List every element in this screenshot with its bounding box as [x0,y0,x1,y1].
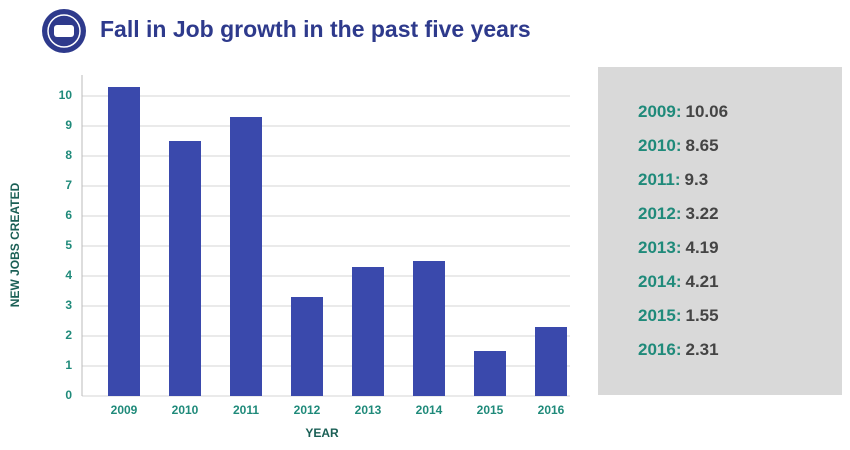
x-tick-label: 2009 [111,403,138,417]
panel-value: 4.19 [685,238,718,257]
panel-entry: 2011: 9.3 [638,170,708,189]
panel-entry: 2014: 4.21 [638,272,719,291]
y-tick-label: 0 [65,388,72,402]
logo [42,9,86,53]
x-tick-label: 2015 [477,403,504,417]
panel-year: 2013: [638,238,681,257]
y-tick-label: 6 [65,208,72,222]
bar [230,117,262,396]
info-panel [598,67,842,395]
panel-entry: 2009: 10.06 [638,102,728,121]
x-tick-label: 2013 [355,403,382,417]
panel-value: 2.31 [685,340,718,359]
y-tick-label: 8 [65,148,72,162]
bar [535,327,567,396]
x-axis-label: YEAR [305,426,339,440]
panel-year: 2015: [638,306,681,325]
panel-year: 2016: [638,340,681,359]
panel-value: 4.21 [685,272,718,291]
bar [474,351,506,396]
x-tick-label: 2011 [233,403,259,417]
x-tick-label: 2014 [416,403,443,417]
y-tick-label: 4 [65,268,72,282]
chart-title: Fall in Job growth in the past five year… [100,16,531,42]
y-tick-label: 5 [65,238,72,252]
bar [169,141,201,396]
x-tick-label: 2016 [538,403,565,417]
panel-value: 10.06 [685,102,728,121]
panel-year: 2012: [638,204,681,223]
panel-entry: 2015: 1.55 [638,306,719,325]
y-tick-label: 3 [65,298,72,312]
bar [413,261,445,396]
bar [108,87,140,396]
panel-year: 2010: [638,136,681,155]
panel-value: 1.55 [685,306,718,325]
y-axis-label: NEW JOBS CREATED [8,182,22,307]
panel-entry: 2016: 2.31 [638,340,719,359]
panel-entry: 2012: 3.22 [638,204,719,223]
panel-value: 8.65 [685,136,718,155]
panel-value: 9.3 [685,170,709,189]
panel-entry: 2013: 4.19 [638,238,719,257]
x-tick-label: 2012 [294,403,321,417]
y-tick-label: 1 [65,358,72,372]
panel-value: 3.22 [685,204,718,223]
y-tick-label: 10 [59,88,73,102]
bar [291,297,323,396]
y-tick-label: 9 [65,118,72,132]
y-tick-label: 2 [65,328,72,342]
panel-entry: 2010: 8.65 [638,136,719,155]
x-tick-label: 2010 [172,403,199,417]
bar [352,267,384,396]
panel-year: 2011: [638,170,681,189]
y-tick-label: 7 [65,178,72,192]
panel-year: 2009: [638,102,681,121]
panel-year: 2014: [638,272,681,291]
